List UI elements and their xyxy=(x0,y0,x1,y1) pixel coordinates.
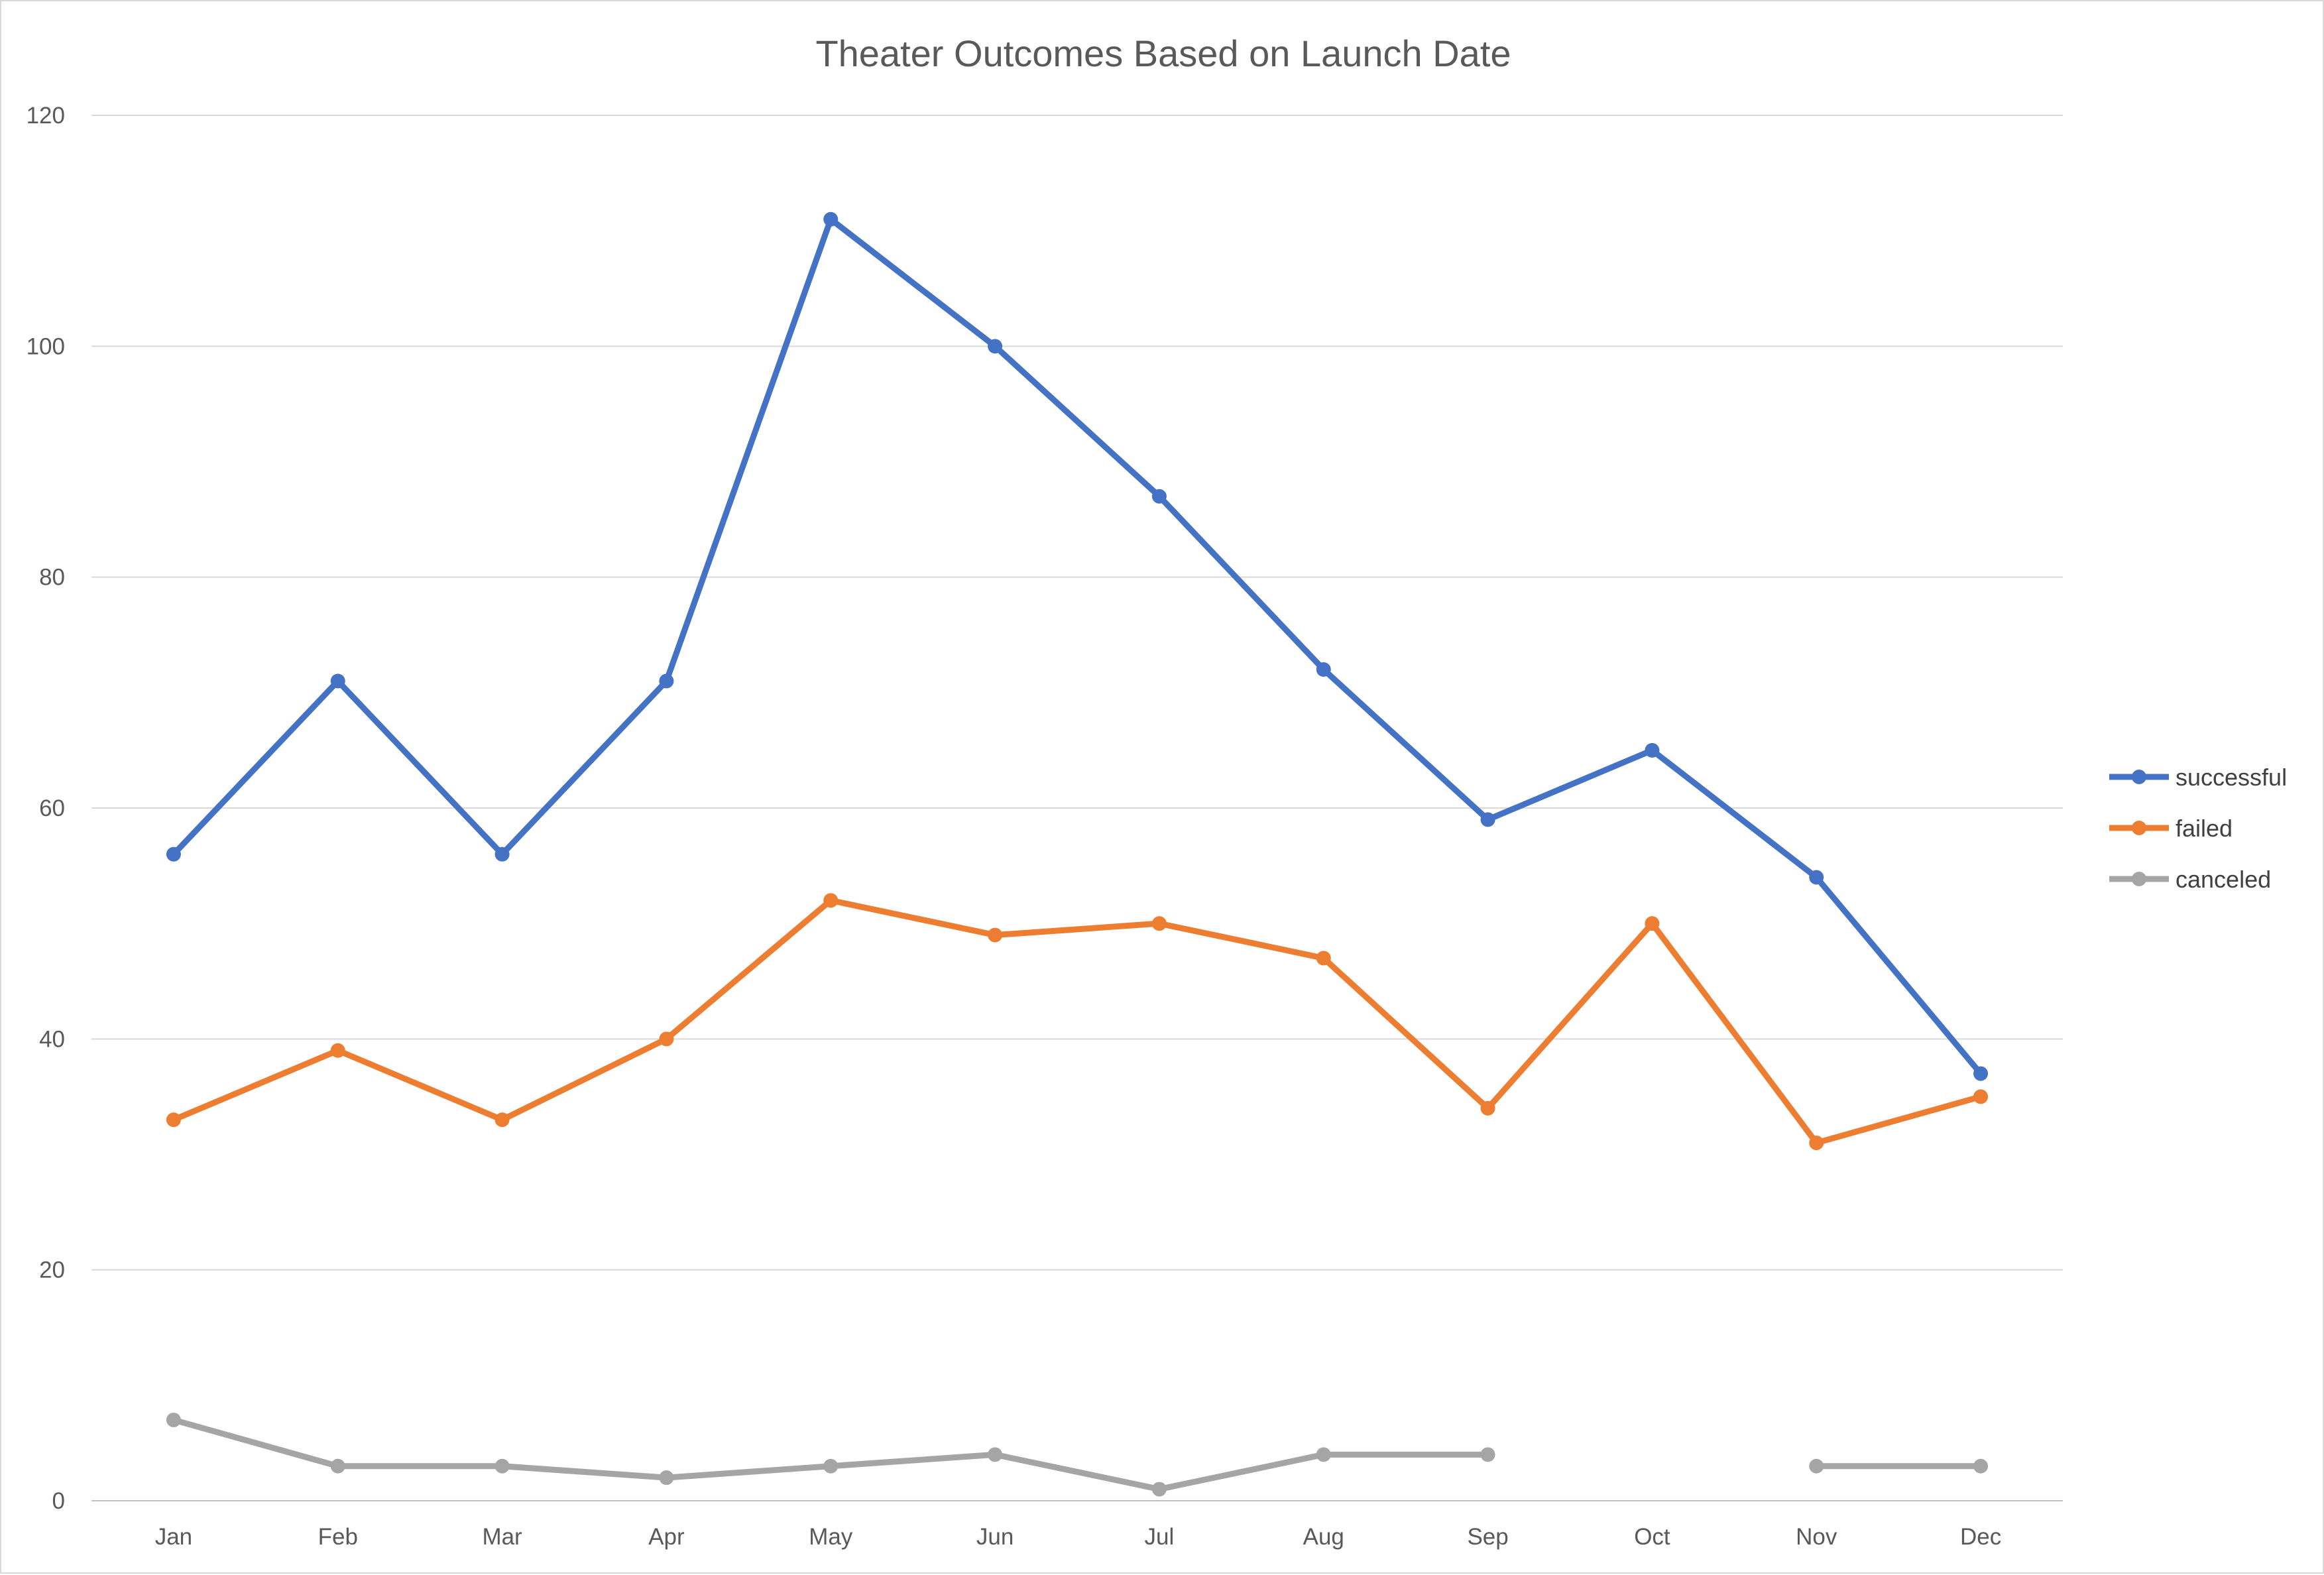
data-point-failed xyxy=(659,1031,674,1047)
legend-swatch-marker xyxy=(2132,821,2146,835)
y-tick-label: 100 xyxy=(27,333,65,359)
y-tick-label: 0 xyxy=(52,1488,65,1514)
gridlines xyxy=(91,115,2063,1501)
data-point-failed xyxy=(1480,1100,1495,1116)
series-failed xyxy=(166,893,1989,1151)
legend-item-canceled: canceled xyxy=(2109,866,2271,893)
data-point-failed xyxy=(166,1112,181,1128)
legend-label: successful xyxy=(2176,764,2287,791)
legend-item-successful: successful xyxy=(2109,764,2287,791)
data-point-failed xyxy=(988,927,1003,943)
data-point-failed xyxy=(1316,951,1331,966)
series-line-successful xyxy=(171,216,1983,1076)
x-tick-label: Dec xyxy=(1960,1524,2001,1550)
data-point-canceled xyxy=(1809,1458,1824,1474)
x-tick-label: Nov xyxy=(1796,1524,1837,1550)
x-tick-label: Oct xyxy=(1634,1524,1670,1550)
data-point-canceled xyxy=(1316,1447,1331,1462)
legend: successful failed canceled xyxy=(2109,764,2287,893)
series-line-canceled xyxy=(172,1417,1488,1493)
data-point-canceled xyxy=(330,1458,345,1474)
x-tick-label: Jul xyxy=(1145,1524,1175,1550)
y-tick-label: 20 xyxy=(39,1257,65,1283)
data-point-canceled xyxy=(166,1413,181,1428)
legend-item-failed: failed xyxy=(2109,815,2233,842)
chart-title: Theater Outcomes Based on Launch Date xyxy=(815,32,1511,74)
data-point-successful xyxy=(1480,812,1495,827)
data-point-canceled xyxy=(1973,1458,1989,1474)
data-point-failed xyxy=(330,1043,345,1058)
data-point-successful xyxy=(823,211,839,227)
y-tick-label: 40 xyxy=(39,1026,65,1052)
data-point-canceled xyxy=(494,1458,510,1474)
x-tick-label: Aug xyxy=(1303,1524,1344,1550)
legend-swatch-marker xyxy=(2132,872,2146,886)
data-point-successful xyxy=(659,673,674,689)
data-point-failed xyxy=(1809,1136,1824,1151)
legend-swatch-marker xyxy=(2132,770,2146,784)
series-lines xyxy=(166,211,1989,1497)
x-tick-label: Mar xyxy=(482,1524,522,1550)
x-tick-label: Jan xyxy=(155,1524,192,1550)
data-point-canceled xyxy=(823,1458,839,1474)
data-point-canceled xyxy=(1151,1482,1167,1497)
data-point-successful xyxy=(1809,870,1824,885)
data-point-canceled xyxy=(1480,1447,1495,1462)
data-point-successful xyxy=(1973,1066,1989,1081)
data-point-canceled xyxy=(659,1470,674,1486)
data-point-successful xyxy=(330,673,345,689)
x-tick-label: Apr xyxy=(648,1524,685,1550)
x-tick-label: Feb xyxy=(318,1524,358,1550)
x-tick-label: Sep xyxy=(1467,1524,1508,1550)
data-point-successful xyxy=(1151,489,1167,504)
legend-label: failed xyxy=(2176,815,2233,842)
x-axis-ticks: Jan Feb Mar Apr May Jun Jul Aug Sep Oct Nov Dec xyxy=(155,1524,2002,1550)
series-canceled xyxy=(166,1413,1989,1497)
y-tick-label: 120 xyxy=(27,103,65,129)
legend-label: canceled xyxy=(2176,866,2271,893)
data-point-failed xyxy=(494,1112,510,1128)
data-point-successful xyxy=(1316,662,1331,677)
data-point-failed xyxy=(1645,916,1660,931)
y-axis-ticks: 0 20 40 60 80 100 120 xyxy=(27,103,65,1514)
data-point-failed xyxy=(1151,916,1167,931)
series-successful xyxy=(166,211,1989,1081)
data-point-successful xyxy=(988,339,1003,354)
data-point-failed xyxy=(823,893,839,908)
data-point-successful xyxy=(1645,742,1660,758)
data-point-successful xyxy=(166,846,181,862)
data-point-canceled xyxy=(988,1447,1003,1462)
y-tick-label: 60 xyxy=(39,795,65,821)
data-point-successful xyxy=(494,846,510,862)
data-point-failed xyxy=(1973,1089,1989,1104)
x-tick-label: Jun xyxy=(976,1524,1014,1550)
y-tick-label: 80 xyxy=(39,565,65,591)
x-tick-label: May xyxy=(809,1524,853,1550)
series-line-failed xyxy=(172,897,1982,1146)
